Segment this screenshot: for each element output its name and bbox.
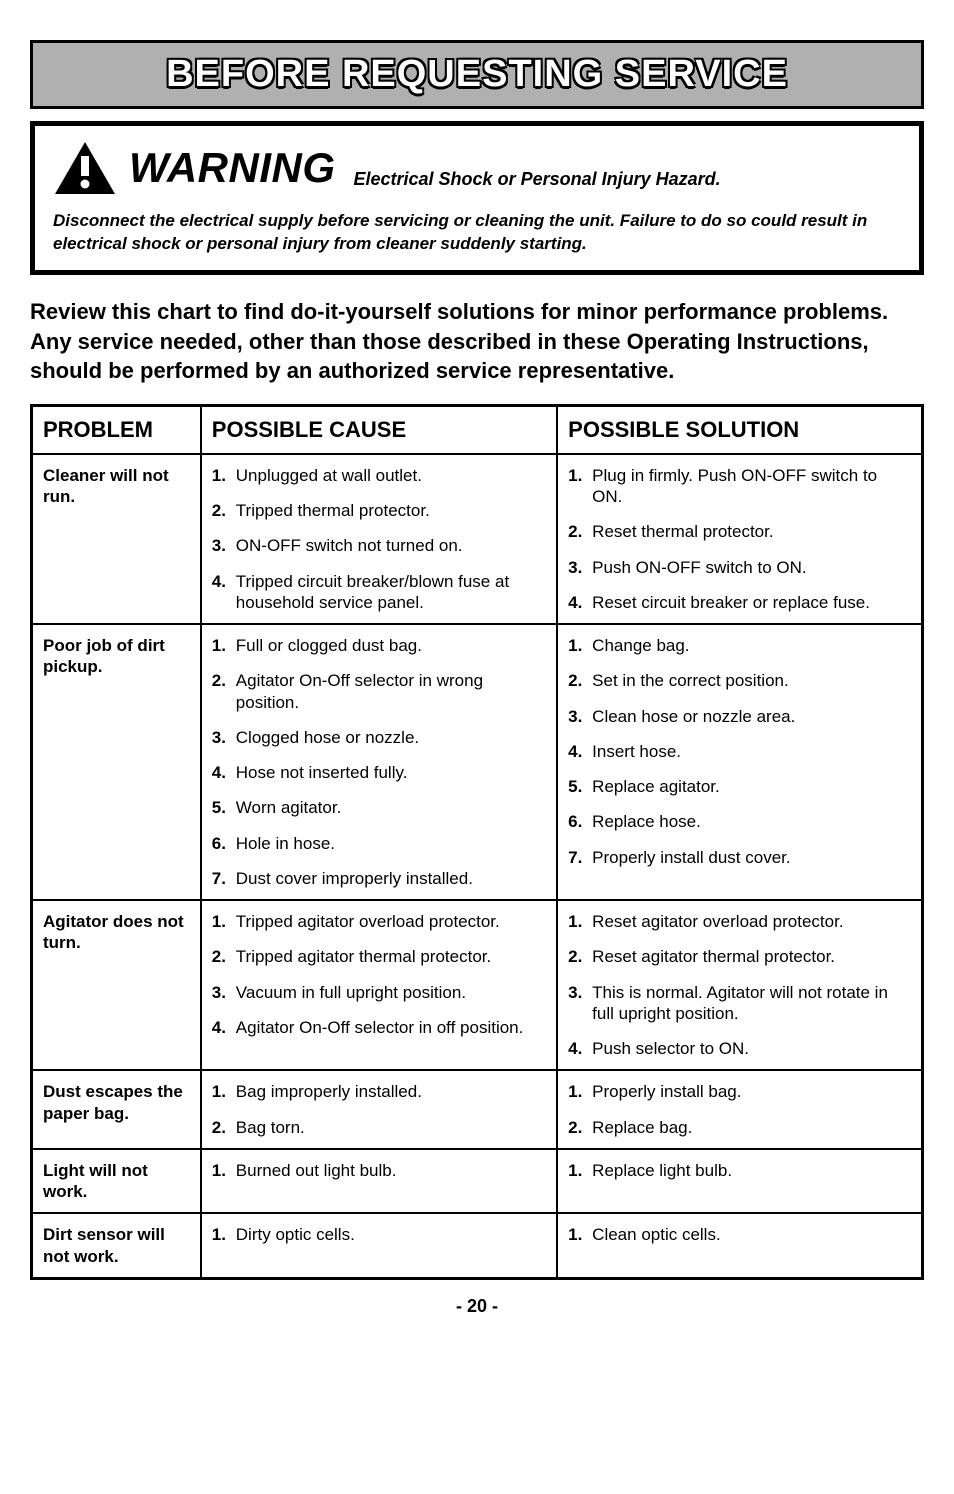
problem-label: Dirt sensor will not work. <box>43 1224 190 1267</box>
solution-cell: 1.Clean optic cells. <box>557 1213 922 1278</box>
cause-cell: 1.Full or clogged dust bag. 2.Agitator On… <box>201 624 557 900</box>
problem-label: Poor job of dirt pickup. <box>43 635 190 678</box>
list-item: 2.Replace bag. <box>568 1117 911 1138</box>
list-item: 2.Bag torn. <box>212 1117 546 1138</box>
list-item: 1.Plug in firmly. Push ON-OFF switch to … <box>568 465 911 508</box>
table-row: Cleaner will not run. 1.Unplugged at wall… <box>32 454 923 624</box>
table-row: Agitator does not turn. 1.Tripped agitato… <box>32 900 923 1070</box>
problem-label: Cleaner will not run. <box>43 465 190 508</box>
list-item: 4.Insert hose. <box>568 741 911 762</box>
solution-cell: 1.Reset agitator overload protector. 2.Re… <box>557 900 922 1070</box>
list-item: 1.Full or clogged dust bag. <box>212 635 546 656</box>
table-row: Dust escapes the paper bag. 1.Bag imprope… <box>32 1070 923 1149</box>
list-item: 2.Set in the correct position. <box>568 670 911 691</box>
warning-subtitle: Electrical Shock or Personal Injury Haza… <box>354 169 721 190</box>
section-banner: BEFORE REQUESTING SERVICE <box>30 40 924 109</box>
solution-cell: 1.Replace light bulb. <box>557 1149 922 1214</box>
solution-cell: 1.Properly install bag. 2.Replace bag. <box>557 1070 922 1149</box>
problem-cell: Poor job of dirt pickup. <box>32 624 201 900</box>
problem-cell: Dirt sensor will not work. <box>32 1213 201 1278</box>
cause-cell: 1.Burned out light bulb. <box>201 1149 557 1214</box>
list-item: 2.Agitator On-Off selector in wrong posi… <box>212 670 546 713</box>
list-item: 2.Tripped agitator thermal protector. <box>212 946 546 967</box>
problem-cell: Agitator does not turn. <box>32 900 201 1070</box>
list-item: 6.Replace hose. <box>568 811 911 832</box>
intro-paragraph: Review this chart to find do-it-yourself… <box>30 297 924 386</box>
cause-cell: 1.Bag improperly installed. 2.Bag torn. <box>201 1070 557 1149</box>
problem-label: Light will not work. <box>43 1160 190 1203</box>
table-row: Poor job of dirt pickup. 1.Full or clogge… <box>32 624 923 900</box>
table-body: Cleaner will not run. 1.Unplugged at wall… <box>32 454 923 1279</box>
list-item: 3.Vacuum in full upright position. <box>212 982 546 1003</box>
problem-label: Dust escapes the paper bag. <box>43 1081 190 1124</box>
cause-cell: 1.Dirty optic cells. <box>201 1213 557 1278</box>
solution-cell: 1.Change bag. 2.Set in the correct positi… <box>557 624 922 900</box>
troubleshooting-table: PROBLEM POSSIBLE CAUSE POSSIBLE SOLUTION… <box>30 404 924 1280</box>
problem-cell: Dust escapes the paper bag. <box>32 1070 201 1149</box>
list-item: 3.Clean hose or nozzle area. <box>568 706 911 727</box>
solution-cell: 1.Plug in firmly. Push ON-OFF switch to … <box>557 454 922 624</box>
list-item: 6.Hole in hose. <box>212 833 546 854</box>
header-problem: PROBLEM <box>32 405 201 454</box>
problem-label: Agitator does not turn. <box>43 911 190 954</box>
problem-cell: Light will not work. <box>32 1149 201 1214</box>
list-item: 1.Reset agitator overload protector. <box>568 911 911 932</box>
list-item: 1.Unplugged at wall outlet. <box>212 465 546 486</box>
cause-cell: 1.Unplugged at wall outlet. 2.Tripped the… <box>201 454 557 624</box>
list-item: 5.Worn agitator. <box>212 797 546 818</box>
header-cause: POSSIBLE CAUSE <box>201 405 557 454</box>
list-item: 4.Push selector to ON. <box>568 1038 911 1059</box>
list-item: 4.Hose not inserted fully. <box>212 762 546 783</box>
list-item: 1.Dirty optic cells. <box>212 1224 546 1245</box>
list-item: 2.Tripped thermal protector. <box>212 500 546 521</box>
list-item: 3.Push ON-OFF switch to ON. <box>568 557 911 578</box>
list-item: 1.Properly install bag. <box>568 1081 911 1102</box>
list-item: 3.This is normal. Agitator will not rota… <box>568 982 911 1025</box>
warning-body: Disconnect the electrical supply before … <box>53 210 901 256</box>
list-item: 5.Replace agitator. <box>568 776 911 797</box>
table-row: Dirt sensor will not work. 1.Dirty optic … <box>32 1213 923 1278</box>
page-number: - 20 - <box>30 1296 924 1317</box>
cause-cell: 1.Tripped agitator overload protector. 2.… <box>201 900 557 1070</box>
list-item: 1.Bag improperly installed. <box>212 1081 546 1102</box>
list-item: 1.Change bag. <box>568 635 911 656</box>
list-item: 3.Clogged hose or nozzle. <box>212 727 546 748</box>
list-item: 1.Burned out light bulb. <box>212 1160 546 1181</box>
list-item: 1.Tripped agitator overload protector. <box>212 911 546 932</box>
list-item: 4.Tripped circuit breaker/blown fuse at … <box>212 571 546 614</box>
list-item: 3.ON-OFF switch not turned on. <box>212 535 546 556</box>
list-item: 1.Clean optic cells. <box>568 1224 911 1245</box>
table-row: Light will not work. 1.Burned out light b… <box>32 1149 923 1214</box>
list-item: 2.Reset thermal protector. <box>568 521 911 542</box>
banner-title: BEFORE REQUESTING SERVICE <box>166 53 788 95</box>
list-item: 7.Dust cover improperly installed. <box>212 868 546 889</box>
list-item: 1.Replace light bulb. <box>568 1160 911 1181</box>
warning-box: WARNING Electrical Shock or Personal Inj… <box>30 121 924 275</box>
warning-triangle-icon <box>53 140 117 196</box>
table-header-row: PROBLEM POSSIBLE CAUSE POSSIBLE SOLUTION <box>32 405 923 454</box>
list-item: 7.Properly install dust cover. <box>568 847 911 868</box>
list-item: 2.Reset agitator thermal protector. <box>568 946 911 967</box>
header-solution: POSSIBLE SOLUTION <box>557 405 922 454</box>
list-item: 4.Agitator On-Off selector in off positi… <box>212 1017 546 1038</box>
warning-header: WARNING Electrical Shock or Personal Inj… <box>53 140 901 196</box>
problem-cell: Cleaner will not run. <box>32 454 201 624</box>
list-item: 4.Reset circuit breaker or replace fuse. <box>568 592 911 613</box>
warning-title: WARNING <box>129 144 336 192</box>
